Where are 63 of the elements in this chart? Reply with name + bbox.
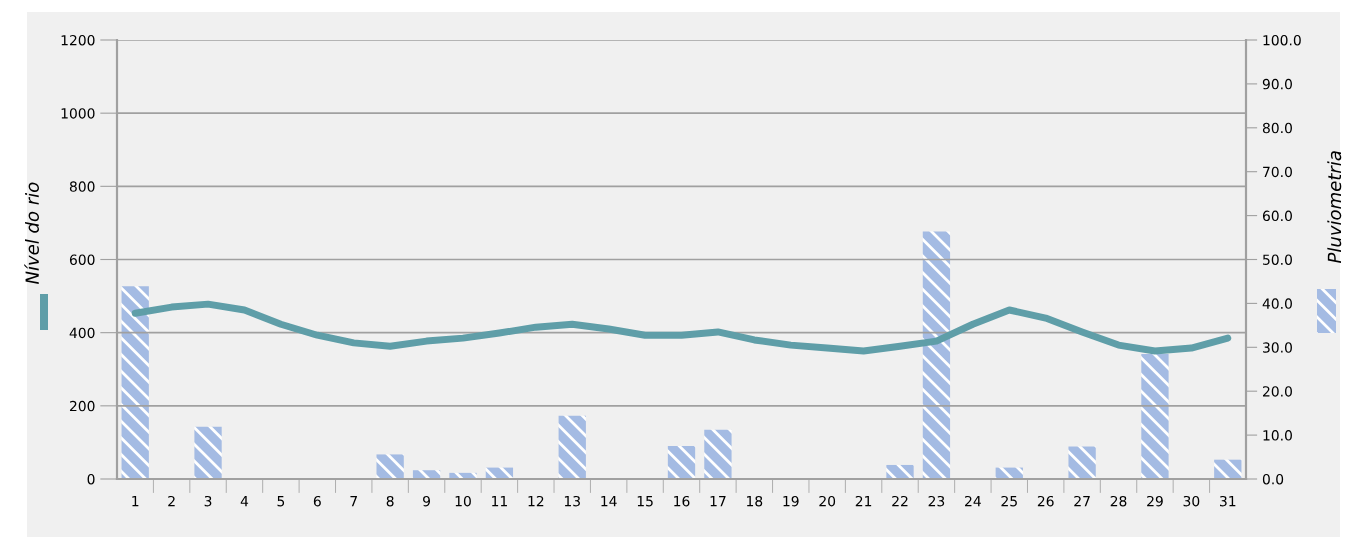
x-tick-label: 3 — [204, 495, 212, 507]
x-tick-label: 19 — [783, 495, 799, 507]
y2-tick-label: 90.0 — [1262, 78, 1292, 90]
x-tick-label: 17 — [710, 496, 726, 507]
y2-tick-label: 20.0 — [1262, 386, 1292, 397]
bar — [121, 286, 149, 479]
bar — [194, 426, 222, 479]
bar — [1141, 353, 1169, 479]
x-tick-label: 20 — [819, 495, 836, 507]
x-tick-label: 29 — [1147, 495, 1163, 507]
x-tick-label: 5 — [277, 496, 285, 507]
x-tick-label: 25 — [1001, 495, 1017, 507]
y2-tick-label: 10.0 — [1263, 430, 1292, 441]
bar — [376, 454, 404, 479]
y-axis-title: Nível do rio — [24, 182, 39, 285]
y2-tick-label: 60.0 — [1262, 210, 1292, 222]
x-tick-label: 2 — [168, 495, 175, 507]
y2-axis-title: Pluviometria — [1327, 151, 1342, 264]
y-tick-label: 600 — [69, 254, 95, 265]
y-tick-label: 400 — [69, 327, 95, 339]
y-tick-label: 1200 — [61, 34, 95, 46]
y2-tick-label: 0.0 — [1262, 473, 1284, 485]
x-tick-label: 27 — [1074, 495, 1090, 507]
x-tick-label: 1 — [132, 496, 139, 507]
x-tick-label: 14 — [601, 496, 617, 507]
y-tick-label: 800 — [69, 181, 95, 192]
x-tick-label: 26 — [1037, 495, 1054, 507]
y2-tick-label: 80.0 — [1262, 122, 1292, 134]
x-tick-label: 31 — [1220, 495, 1236, 507]
y-tick-label: 200 — [69, 400, 95, 412]
x-tick-label: 11 — [492, 496, 507, 507]
x-tick-label: 12 — [528, 495, 544, 507]
y-tick-label: 0 — [87, 473, 95, 485]
y2-tick-label: 70.0 — [1263, 166, 1292, 178]
x-tick-label: 4 — [240, 496, 249, 507]
x-tick-label: 9 — [423, 495, 431, 507]
x-tick-label: 16 — [674, 495, 690, 507]
y-tick-label: 1000 — [61, 108, 95, 119]
y2-tick-label: 50.0 — [1263, 254, 1292, 265]
x-tick-label: 13 — [564, 495, 580, 507]
x-tick-label: 10 — [455, 495, 471, 507]
y2-tick-label: 40.0 — [1262, 298, 1292, 309]
x-tick-label: 18 — [747, 495, 763, 507]
x-tick-label: 8 — [386, 495, 394, 507]
x-tick-label: 21 — [855, 495, 872, 507]
bar — [704, 429, 732, 479]
bar — [886, 464, 914, 479]
x-tick-label: 15 — [637, 496, 653, 507]
x-tick-label: 6 — [313, 495, 321, 507]
x-tick-label: 22 — [892, 495, 908, 507]
bar — [558, 415, 586, 479]
bar — [667, 446, 696, 479]
y2-tick-label: 30.0 — [1263, 342, 1292, 353]
bar — [1068, 446, 1096, 479]
x-tick-label: 28 — [1110, 495, 1127, 507]
x-tick-label: 23 — [928, 495, 945, 507]
x-tick-label: 30 — [1183, 495, 1200, 507]
x-tick-label: 7 — [350, 496, 357, 507]
bar — [922, 231, 951, 479]
bar — [1214, 459, 1242, 479]
bar — [412, 470, 441, 479]
y2-tick-label: 100.0 — [1263, 34, 1301, 46]
x-tick-label: 24 — [965, 495, 981, 507]
